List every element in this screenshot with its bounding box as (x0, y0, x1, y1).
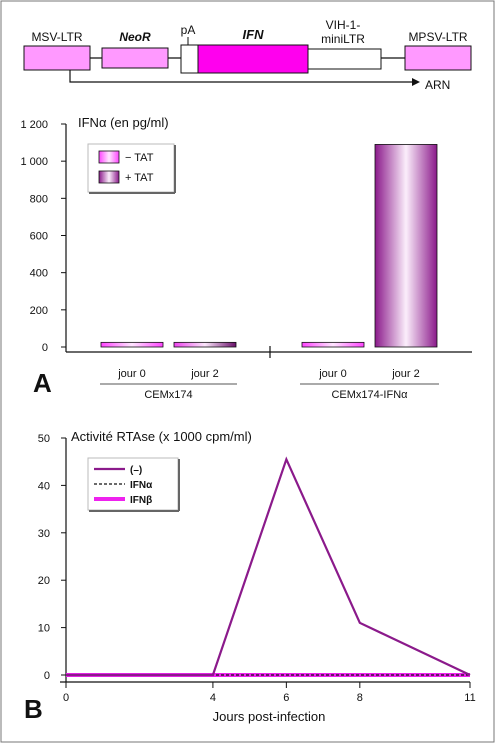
panel-a-bar (301, 341, 365, 348)
panel-b-x-tick-label: 4 (210, 692, 216, 704)
transcript-arrowhead (412, 78, 420, 86)
panel-b-series-lines (66, 456, 471, 677)
panel-b-y-tick-label: 30 (38, 528, 50, 540)
legend-label-ifn-beta: IFNβ (130, 495, 152, 506)
panel-b-x-label: Jours post-infection (213, 709, 326, 724)
segment-mpsv-ltr (404, 45, 472, 71)
legend-label-control: (–) (130, 465, 142, 476)
segment-ifn (197, 44, 309, 74)
panel-b-line-chart: 0 10 20 30 40 50 0 4 6 8 11 Activité RTAse (x 1000… (24, 429, 476, 724)
panel-a-bar (374, 144, 438, 348)
segment-pa (180, 44, 199, 74)
panel-a-bar-label: jour 2 (190, 368, 219, 380)
segment-msv-ltr (23, 45, 91, 71)
panel-a-legend: − TAT + TAT (87, 143, 176, 194)
legend-swatch-minus-tat (98, 150, 120, 164)
segment-neor (101, 47, 169, 69)
panel-a-y-tick-label: 1 000 (20, 156, 48, 168)
panel-a-bar-label: jour 0 (318, 368, 347, 380)
panel-a-y-tick-label: 0 (42, 342, 48, 354)
label-msv-ltr: MSV-LTR (31, 30, 82, 44)
panel-a-y-tick-label: 1 200 (20, 119, 48, 131)
panel-a-group-label: CEMx174 (144, 389, 192, 401)
panel-b-y-tick-label: 20 (38, 575, 50, 587)
label-pa: pA (181, 23, 196, 37)
panel-b-x-tick-label: 6 (283, 692, 289, 704)
panel-b-y-tick-label: 50 (38, 433, 50, 445)
label-ifn: IFN (243, 27, 265, 42)
panel-a-category-labels: jour 0 jour 2 CEMx174 jour 0 jour 2 CEMx174-I… (100, 368, 439, 401)
panel-a-bar-label: jour 2 (391, 368, 420, 380)
panel-a-bar-label: jour 0 (117, 368, 146, 380)
panel-b-y-tick-label: 10 (38, 623, 50, 635)
panel-b-x-tick-label: 8 (357, 692, 363, 704)
panel-a-bars (100, 144, 438, 348)
panel-a-y-label: IFNα (en pg/ml) (78, 115, 169, 130)
panel-b-legend-box (87, 457, 179, 511)
transcript-arrow-line (69, 70, 412, 83)
legend-swatch-plus-tat (98, 170, 120, 184)
label-vih-1: VIH-1- (326, 18, 361, 32)
panel-b-x-tick-label: 11 (464, 692, 475, 704)
panel-b-ticks: 0 10 20 30 40 50 0 4 6 8 11 (38, 433, 476, 704)
panel-a-y-ticks: 0 200 400 600 800 1 000 1 200 (20, 119, 66, 354)
panel-b-y-tick-label: 40 (38, 480, 50, 492)
label-neor: NeoR (119, 30, 151, 44)
panel-a-y-tick-label: 400 (30, 268, 48, 280)
panel-a-bar (173, 341, 237, 348)
label-mpsv-ltr: MPSV-LTR (408, 30, 467, 44)
panel-a-letter: A (33, 368, 52, 398)
segment-vih-miniltr (307, 48, 382, 70)
panel-b-x-tick-label: 0 (63, 692, 69, 704)
panel-b-y-tick-label: 0 (44, 670, 50, 682)
panel-a-group-label: CEMx174-IFNα (331, 389, 408, 401)
panel-a-bar (100, 341, 164, 348)
panel-a-y-tick-label: 800 (30, 193, 48, 205)
legend-label-minus-tat: − TAT (125, 152, 154, 164)
panel-b-series-control (66, 456, 471, 677)
legend-label-ifn-alpha: IFNα (130, 480, 153, 491)
label-arn: ARN (425, 78, 450, 92)
panel-a-y-tick-label: 200 (30, 305, 48, 317)
panel-a-y-tick-label: 600 (30, 231, 48, 243)
panel-b-legend: (–) IFNα IFNβ (87, 457, 180, 512)
construct-diagram: MSV-LTR NeoR pA IFN VIH-1- miniLTR MPSV-… (23, 18, 472, 92)
label-miniltr: miniLTR (321, 32, 365, 46)
panel-b-y-label: Activité RTAse (x 1000 cpm/ml) (71, 429, 252, 444)
panel-b-letter: B (24, 694, 43, 724)
legend-label-plus-tat: + TAT (125, 172, 154, 184)
